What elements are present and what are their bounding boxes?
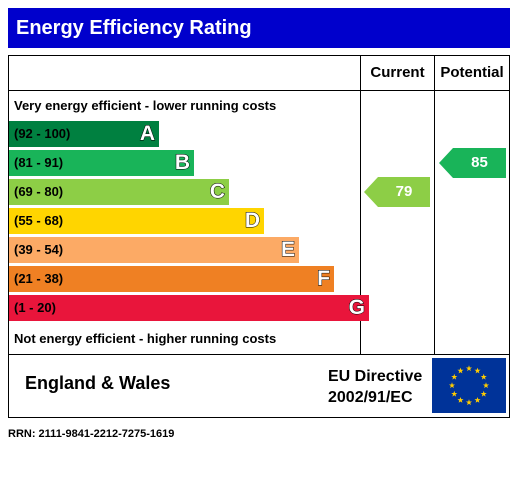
band-b: (81 - 91) B (9, 150, 194, 176)
potential-rating-arrow-shape (439, 148, 506, 178)
band-letter-label: C (209, 180, 225, 204)
flag-star-icon (474, 367, 481, 374)
band-letter-label: A (139, 122, 155, 146)
band-letter-label: D (244, 209, 260, 233)
header-row-divider (9, 90, 509, 91)
potential-rating-arrow: 85 (439, 148, 506, 178)
band-e: (39 - 54) E (9, 237, 299, 263)
flag-star-icon (457, 397, 464, 403)
band-range-label: (21 - 38) (14, 271, 64, 286)
column-header-potential: Potential (440, 64, 504, 81)
rrn-reference: RRN: 2111-9841-2212-7275-1619 (8, 428, 175, 440)
flag-star-icon (451, 390, 458, 397)
band-letter-label: F (317, 267, 331, 291)
band-f: (21 - 38) F (9, 266, 334, 292)
flag-star-icon (465, 365, 473, 372)
caption-efficient: Very energy efficient - lower running co… (14, 98, 277, 113)
band-range-label: (55 - 68) (14, 213, 64, 228)
eu-flag-icon (432, 358, 506, 413)
band-range-label: (1 - 20) (14, 300, 56, 315)
band-c: (69 - 80) C (9, 179, 229, 205)
current-rating-arrow-value: 79 (395, 183, 413, 200)
flag-star-icon (451, 373, 458, 380)
band-range-label: (69 - 80) (14, 184, 64, 199)
flag-star-icon (457, 367, 464, 374)
current-rating-arrow-polygon (364, 177, 430, 207)
rating-chart-frame: Current Potential Very energy efficient … (8, 55, 510, 418)
band-range-label: (81 - 91) (14, 155, 64, 170)
band-letter-label: B (174, 151, 190, 175)
directive-line-1: EU Directive (328, 368, 423, 385)
potential-rating-arrow-polygon (439, 148, 506, 178)
directive-line-2: 2002/91/EC (328, 389, 413, 406)
flag-star-icon (474, 397, 481, 403)
flag-star-icon (465, 399, 473, 406)
caption-inefficient: Not energy efficient - higher running co… (14, 331, 277, 346)
band-range-label: (92 - 100) (14, 126, 71, 141)
region-label: England & Wales (25, 373, 171, 393)
column-divider-current (360, 56, 361, 354)
flag-star-icon (480, 373, 487, 380)
current-rating-arrow-shape (364, 177, 430, 207)
flag-star-icon (482, 382, 490, 389)
band-range-label: (39 - 54) (14, 242, 64, 257)
column-divider-potential (434, 56, 435, 354)
eu-directive: EU Directive 2002/91/EC (328, 366, 422, 408)
band-letter-label: E (280, 238, 295, 262)
current-rating-arrow: 79 (364, 177, 430, 207)
flag-star-icon (480, 390, 487, 397)
band-letter-label: G (348, 296, 365, 320)
page-title: Energy Efficiency Rating (8, 8, 510, 48)
footer-divider (9, 354, 509, 355)
band-d: (55 - 68) D (9, 208, 264, 234)
flag-star-icon (448, 382, 456, 389)
band-a: (92 - 100) A (9, 121, 159, 147)
column-header-current: Current (370, 64, 425, 81)
potential-rating-arrow-value: 85 (471, 154, 488, 171)
band-g: (1 - 20) G (9, 295, 369, 321)
